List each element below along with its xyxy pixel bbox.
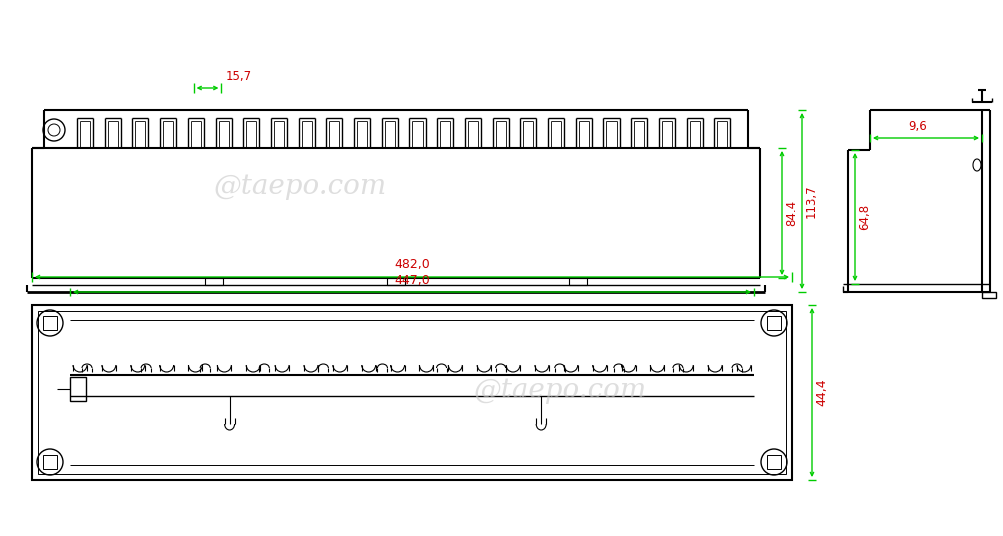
Bar — [766, 455, 780, 469]
Bar — [38, 311, 785, 474]
Text: @taepo.com: @taepo.com — [214, 173, 386, 199]
Text: 44,4: 44,4 — [814, 379, 827, 406]
Bar — [43, 455, 57, 469]
Text: 113,7: 113,7 — [804, 184, 817, 218]
Bar — [569, 278, 587, 285]
Text: 84.4: 84.4 — [784, 200, 797, 226]
Text: 64,8: 64,8 — [858, 204, 871, 230]
Bar — [43, 316, 57, 330]
Bar — [205, 278, 223, 285]
Text: 15,7: 15,7 — [225, 70, 251, 83]
Bar — [386, 278, 404, 285]
Bar — [766, 316, 780, 330]
Bar — [32, 305, 791, 480]
Text: 447,0: 447,0 — [394, 274, 429, 287]
Bar — [981, 292, 995, 298]
Bar — [70, 377, 86, 401]
Text: 9,6: 9,6 — [907, 120, 926, 133]
Text: @taepo.com: @taepo.com — [472, 377, 646, 405]
Text: 482,0: 482,0 — [394, 258, 429, 271]
